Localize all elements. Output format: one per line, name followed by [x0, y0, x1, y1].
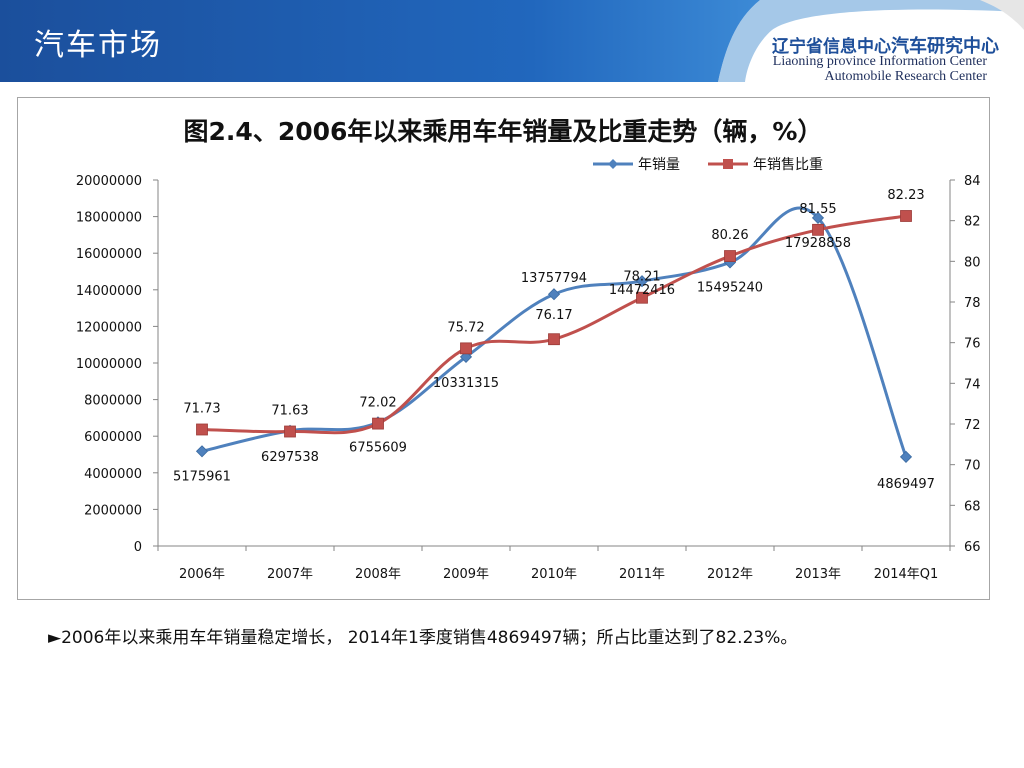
y-right-tick-label: 70 — [964, 459, 981, 474]
y-left-tick-label: 6000000 — [84, 430, 142, 445]
data-point-volume — [635, 275, 649, 288]
data-label-volume: 6297538 — [261, 450, 319, 465]
x-tick-label: 2014年Q1 — [874, 567, 939, 582]
legend-label-share: 年销售比重 — [753, 157, 823, 173]
slide-header: 汽车市场 辽宁省信息中心汽车研究中心 Liaoning province Inf… — [0, 0, 1024, 90]
data-point-volume — [547, 288, 561, 301]
y-left-tick-label: 18000000 — [76, 211, 142, 226]
data-point-share — [460, 342, 472, 355]
data-label-share: 76.17 — [535, 308, 572, 323]
chart-title: 图2.4、2006年以来乘用车年销量及比重走势（辆，%） — [184, 117, 823, 146]
chart-axes: 0 2000000 4000000 6000000 8000000 10000000 120… — [76, 174, 981, 582]
data-labels: 5175961 6297538 6755609 10331315 13757794 144… — [173, 188, 935, 492]
y-right-tick-label: 80 — [964, 255, 981, 270]
chart-legend: 年销量 年销售比重 — [593, 157, 823, 173]
x-tick-label: 2009年 — [443, 567, 489, 582]
data-point-share — [636, 291, 648, 304]
org-name-cn: 辽宁省信息中心汽车研究中心 — [772, 32, 999, 58]
data-label-volume: 5175961 — [173, 469, 231, 484]
y-right-tick-label: 78 — [964, 296, 981, 311]
data-label-share: 71.73 — [183, 401, 220, 416]
y-left-tick-label: 2000000 — [84, 503, 142, 518]
y-left-tick-label: 14000000 — [76, 284, 142, 299]
chart-container: 图2.4、2006年以来乘用车年销量及比重走势（辆，%） 年销量 年销售比重 0 2… — [17, 97, 990, 600]
y-right-tick-label: 76 — [964, 337, 981, 352]
data-label-share: 81.55 — [799, 202, 836, 217]
y-left-tick-label: 10000000 — [76, 357, 142, 372]
y-left-tick-label: 20000000 — [76, 174, 142, 189]
x-tick-label: 2011年 — [619, 567, 665, 582]
sales-chart: 图2.4、2006年以来乘用车年销量及比重走势（辆，%） 年销量 年销售比重 0 2… — [76, 117, 981, 582]
data-point-volume — [195, 445, 209, 458]
data-label-share: 75.72 — [447, 320, 484, 335]
legend-marker-volume — [608, 159, 618, 169]
data-label-volume: 4869497 — [877, 477, 935, 492]
series-markers — [195, 210, 913, 463]
data-label-volume: 15495240 — [697, 280, 763, 295]
data-label-share: 72.02 — [359, 396, 396, 411]
data-label-share: 71.63 — [271, 404, 308, 419]
y-left-tick-label: 4000000 — [84, 467, 142, 482]
header-banner — [0, 0, 1024, 82]
data-label-volume: 14472416 — [609, 283, 675, 298]
y-left-tick-label: 0 — [134, 540, 142, 555]
y-left-tick-label: 8000000 — [84, 394, 142, 409]
y-left-tick-label: 12000000 — [76, 320, 142, 335]
data-point-share — [724, 250, 736, 262]
slide-title: 汽车市场 — [34, 28, 162, 63]
data-label-volume: 6755609 — [349, 440, 407, 455]
data-point-share — [548, 333, 560, 346]
data-label-share: 80.26 — [711, 228, 748, 243]
org-name-cn-prefix: 辽宁省信息中心 — [772, 37, 891, 57]
x-tick-label: 2006年 — [179, 567, 225, 582]
data-point-share — [372, 417, 384, 430]
data-label-volume: 13757794 — [521, 271, 587, 286]
y-left-tick-label: 16000000 — [76, 247, 142, 262]
y-right-tick-label: 68 — [964, 499, 981, 514]
x-tick-label: 2012年 — [707, 567, 753, 582]
x-tick-label: 2010年 — [531, 567, 577, 582]
legend-label-volume: 年销量 — [638, 157, 680, 173]
y-right-tick-label: 82 — [964, 215, 981, 230]
data-label-volume: 17928858 — [785, 236, 851, 251]
data-point-share — [900, 210, 912, 222]
y-right-tick-label: 72 — [964, 418, 981, 433]
data-label-share: 78.21 — [623, 270, 660, 285]
x-tick-label: 2008年 — [355, 567, 401, 582]
x-tick-label: 2007年 — [267, 567, 313, 582]
org-name-cn-suffix: 汽车研究中心 — [891, 36, 999, 57]
caption-text: ►2006年以来乘用车年销量稳定增长， 2014年1季度销售4869497辆；所… — [48, 628, 798, 648]
data-label-share: 82.23 — [887, 188, 924, 203]
data-point-share — [284, 425, 296, 438]
legend-marker-share — [723, 159, 733, 169]
data-point-share — [196, 423, 208, 436]
x-tick-label: 2013年 — [795, 567, 841, 582]
y-right-tick-label: 66 — [964, 540, 981, 555]
data-point-share — [812, 223, 824, 236]
data-label-volume: 10331315 — [433, 376, 499, 391]
data-point-volume — [899, 450, 913, 463]
org-name-en-line2: Automobile Research Center — [824, 69, 987, 84]
y-right-tick-label: 84 — [964, 174, 981, 189]
data-point-volume — [811, 211, 825, 224]
org-name-en-line1: Liaoning province Information Center — [772, 54, 987, 69]
y-right-tick-label: 74 — [964, 377, 981, 392]
